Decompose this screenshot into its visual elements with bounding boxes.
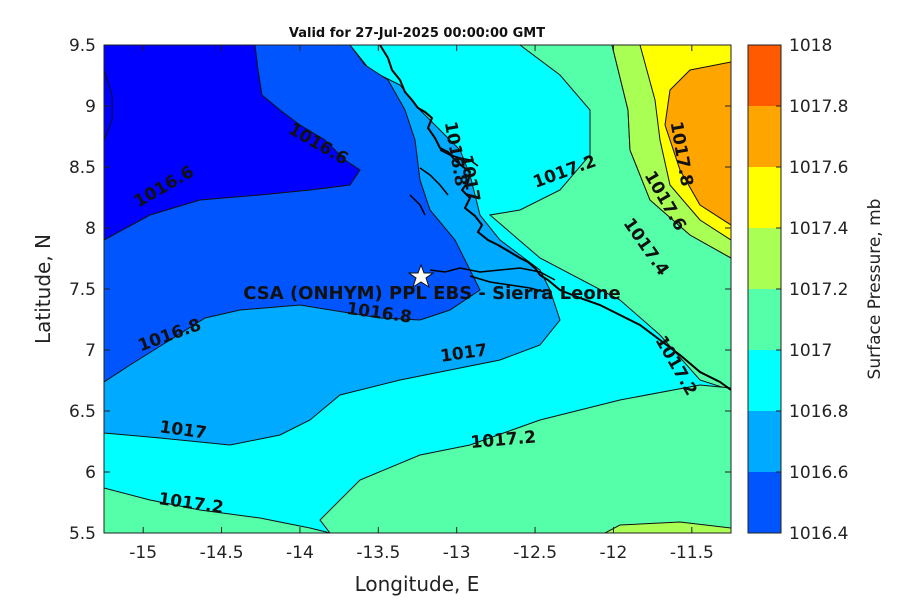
band-1017-2-south [104, 487, 331, 533]
colorbar: 1018 1017.8 1017.6 1017.4 1017.2 1017 1016.8 10… [747, 36, 848, 544]
colorbar-tick-label: 1017.8 [789, 97, 848, 117]
colorbar-segment [748, 228, 781, 290]
y-tick-label: 6 [85, 463, 96, 483]
coastline [379, 45, 731, 391]
colorbar-segment [748, 411, 781, 473]
y-tick-label: 8 [85, 219, 96, 239]
y-tick-label: 5.5 [69, 524, 96, 544]
y-axis-ticks: 9.5 9 8.5 8 7.5 7 6.5 6 5.5 [69, 36, 731, 544]
x-tick-label: -11.5 [670, 543, 714, 563]
x-axis-label: Longitude, E [355, 572, 480, 596]
colorbar-segment [748, 289, 781, 351]
x-tick-label: -12.5 [513, 543, 557, 563]
x-axis-ticks: -15 -14.5 -14 -13.5 -13 -12.5 -12 -11.5 [129, 45, 714, 563]
band-1016-4 [104, 45, 361, 241]
colorbar-tick-label: 1016.4 [789, 524, 848, 544]
colorbar-segment [748, 472, 781, 534]
y-tick-label: 9 [85, 97, 96, 117]
band-1017-4-bottom [604, 521, 731, 533]
x-tick-label: -13 [443, 543, 471, 563]
colorbar-tick-label: 1016.6 [789, 463, 848, 483]
colorbar-label: Surface Pressure, mb [865, 199, 885, 380]
colorbar-tick-label: 1017.4 [789, 219, 848, 239]
x-tick-label: -13.5 [356, 543, 400, 563]
colorbar-segment [748, 167, 781, 229]
band-1016-4-inner [104, 69, 113, 141]
site-label: CSA (ONHYM) PPL EBS - Sierra Leone [243, 283, 620, 304]
map-title: Valid for 27-Jul-2025 00:00:00 GMT [289, 26, 545, 41]
coastline-estuary [409, 149, 556, 293]
site-marker [407, 263, 435, 289]
colorbar-tick-label: 1016.8 [789, 402, 848, 422]
y-tick-label: 8.5 [69, 158, 96, 178]
colorbar-tick-label: 1017.2 [789, 280, 848, 300]
colorbar-tick-label: 1017 [789, 341, 832, 361]
band-1017-2-south2 [319, 384, 731, 533]
colorbar-segment [748, 106, 781, 168]
y-tick-label: 6.5 [69, 402, 96, 422]
band-1017-8 [664, 61, 731, 226]
colorbar-tick-label: 1017.6 [789, 158, 848, 178]
contour-field [104, 45, 731, 533]
colorbar-tick-label: 1018 [789, 36, 832, 56]
y-tick-label: 7.5 [69, 280, 96, 300]
colorbar-segment [748, 350, 781, 412]
x-tick-label: -12 [600, 543, 628, 563]
x-tick-label: -14 [286, 543, 314, 563]
x-tick-label: -14.5 [200, 543, 244, 563]
x-tick-label: -15 [129, 543, 157, 563]
y-axis-label: Latitude, N [31, 234, 55, 344]
star-icon [407, 263, 435, 289]
y-tick-label: 9.5 [69, 36, 96, 56]
colorbar-segment [748, 45, 781, 107]
y-tick-label: 7 [85, 341, 96, 361]
